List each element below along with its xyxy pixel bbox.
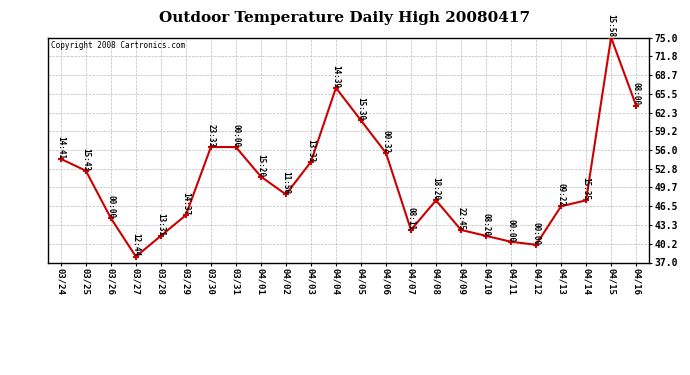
Text: 00:32: 00:32 <box>382 130 391 153</box>
Text: 22:45: 22:45 <box>457 207 466 230</box>
Text: 14:39: 14:39 <box>331 65 340 88</box>
Text: 14:41: 14:41 <box>57 136 66 159</box>
Text: 08:11: 08:11 <box>406 207 415 230</box>
Text: 08:00: 08:00 <box>631 82 640 106</box>
Text: 13:31: 13:31 <box>157 213 166 236</box>
Text: 18:20: 18:20 <box>431 177 440 200</box>
Text: 00:00: 00:00 <box>106 195 115 218</box>
Text: 14:37: 14:37 <box>181 192 190 215</box>
Text: 15:58: 15:58 <box>607 14 615 38</box>
Text: 00:00: 00:00 <box>506 219 515 242</box>
Text: 00:00: 00:00 <box>531 222 540 245</box>
Text: 13:33: 13:33 <box>306 139 315 162</box>
Text: 23:33: 23:33 <box>206 124 215 147</box>
Text: 11:58: 11:58 <box>282 171 290 194</box>
Text: 08:20: 08:20 <box>482 213 491 236</box>
Text: 15:35: 15:35 <box>582 177 591 200</box>
Text: 15:20: 15:20 <box>257 153 266 177</box>
Text: 15:43: 15:43 <box>81 148 90 171</box>
Text: Copyright 2008 Cartronics.com: Copyright 2008 Cartronics.com <box>51 41 186 50</box>
Text: 00:00: 00:00 <box>231 124 240 147</box>
Text: Outdoor Temperature Daily High 20080417: Outdoor Temperature Daily High 20080417 <box>159 11 531 25</box>
Text: 15:30: 15:30 <box>357 97 366 120</box>
Text: 09:22: 09:22 <box>557 183 566 206</box>
Text: 12:44: 12:44 <box>131 234 140 256</box>
